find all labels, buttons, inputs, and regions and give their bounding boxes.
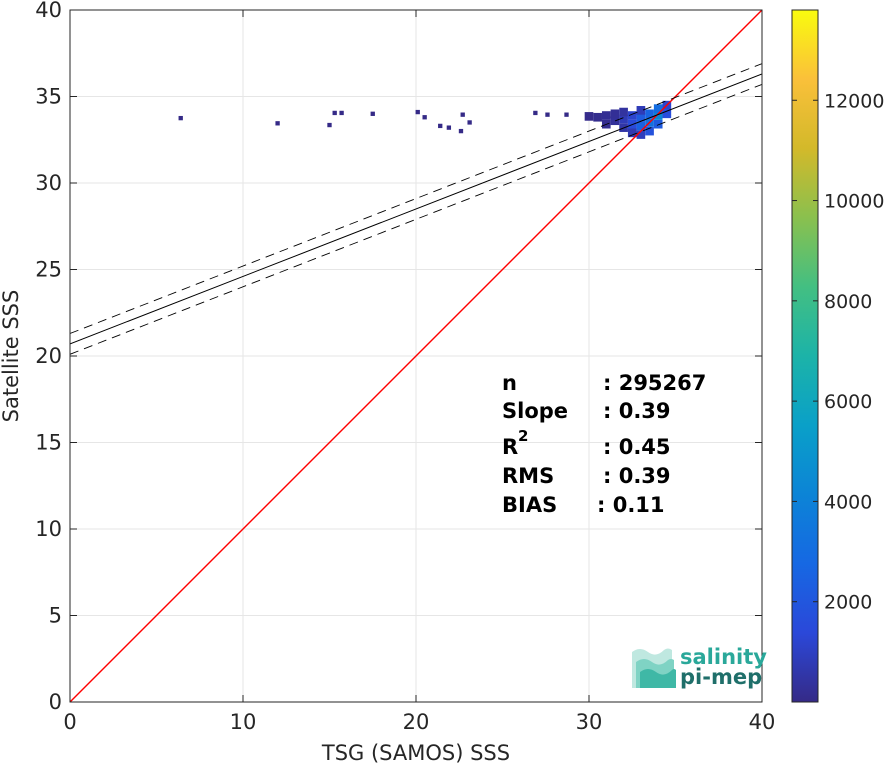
colorbar-tick-label: 10000 — [824, 191, 884, 213]
density-cell — [593, 112, 602, 122]
density-cell — [178, 115, 183, 121]
colorbar-tick-label: 2000 — [824, 592, 872, 614]
density-cell — [610, 109, 620, 119]
y-tick-label: 35 — [35, 85, 62, 109]
colorbar-gradient — [791, 9, 819, 703]
colorbar-tick-label: 12000 — [824, 90, 884, 112]
density-cell — [619, 107, 628, 117]
density-cell — [653, 104, 663, 113]
density-cell — [467, 120, 472, 125]
y-tick-label: 15 — [35, 431, 62, 455]
density-cell — [446, 125, 452, 130]
colorbar-ticks: 2000 4000 6000 8000 10000 12000 — [792, 90, 884, 614]
density-cell — [275, 121, 280, 126]
colorbar-tick-label: 6000 — [824, 391, 872, 413]
y-tick-label: 20 — [35, 344, 62, 368]
density-cell — [458, 128, 464, 134]
x-tick-label: 10 — [230, 710, 257, 734]
x-axis-ticks: 0 10 20 30 40 — [63, 10, 775, 734]
stat-r2-superscript: 2 — [518, 427, 528, 445]
stat-rms-value: : 0.39 — [603, 464, 671, 488]
stat-r2-label: R — [502, 435, 518, 459]
stat-bias-label: BIAS — [502, 493, 557, 517]
stat-n-label: n — [502, 371, 517, 395]
density-cell — [645, 126, 654, 136]
y-tick-label: 30 — [35, 171, 62, 195]
x-tick-label: 30 — [576, 710, 603, 734]
y-tick-label: 5 — [49, 604, 62, 628]
reference-lines — [70, 10, 762, 702]
density-cell — [339, 110, 344, 116]
density-cell — [645, 109, 654, 119]
density-cell — [545, 112, 550, 117]
stat-bias-value: : 0.11 — [597, 493, 665, 517]
y-tick-label: 40 — [35, 0, 62, 22]
y-axis-label: Satellite SSS — [0, 290, 23, 423]
density-cell — [438, 123, 443, 129]
stat-slope-value: : 0.39 — [603, 399, 671, 423]
density-cell — [460, 112, 465, 117]
density-cell — [533, 110, 538, 116]
x-tick-label: 0 — [63, 710, 76, 734]
stat-rms-label: RMS — [502, 464, 554, 488]
density-cell — [662, 109, 672, 119]
density-cell — [653, 119, 663, 129]
confidence-lower-line — [70, 83, 762, 355]
density-cell — [627, 111, 637, 120]
stat-n-value: : 295267 — [603, 371, 706, 395]
density-cell — [564, 112, 569, 117]
density-cell — [422, 115, 427, 120]
x-tick-label: 20 — [403, 710, 430, 734]
stat-slope-label: Slope — [502, 399, 568, 423]
identity-line — [70, 10, 762, 702]
colorbar-tick-label: 4000 — [824, 491, 872, 513]
density-cell — [327, 122, 332, 128]
x-axis-label: TSG (SAMOS) SSS — [321, 741, 510, 765]
regression-line — [70, 73, 762, 345]
density-cell — [370, 111, 375, 116]
y-tick-label: 25 — [35, 258, 62, 282]
density-cells — [178, 100, 672, 139]
density-cell — [332, 110, 337, 116]
density-cell — [601, 111, 611, 120]
density-cell — [636, 130, 646, 139]
density-cell — [619, 114, 628, 124]
density-cell — [415, 109, 420, 115]
colorbar-tick-label: 8000 — [824, 291, 872, 313]
y-axis-ticks: 0 5 10 15 20 25 30 35 40 — [35, 0, 762, 714]
colorbar: 2000 4000 6000 8000 10000 12000 — [791, 9, 884, 703]
density-cell — [653, 111, 663, 120]
density-cell — [584, 112, 594, 121]
logo-line-2: pi-mep — [680, 665, 762, 689]
y-tick-label: 0 — [49, 690, 62, 714]
y-tick-label: 10 — [35, 517, 62, 541]
statistics-box: n : 295267 Slope : 0.39 R 2 : 0.45 RMS :… — [502, 371, 706, 517]
confidence-upper-line — [70, 63, 762, 334]
logo-line-1: salinity — [680, 645, 767, 669]
density-cell — [636, 106, 646, 115]
salinity-pi-mep-logo: salinity pi-mep — [632, 645, 767, 689]
density-cell — [627, 128, 637, 138]
x-tick-label: 40 — [749, 710, 776, 734]
density-cell — [636, 121, 646, 131]
density-cell — [636, 112, 646, 122]
wave-icon — [632, 648, 676, 688]
stat-r2-value: : 0.45 — [603, 435, 671, 459]
